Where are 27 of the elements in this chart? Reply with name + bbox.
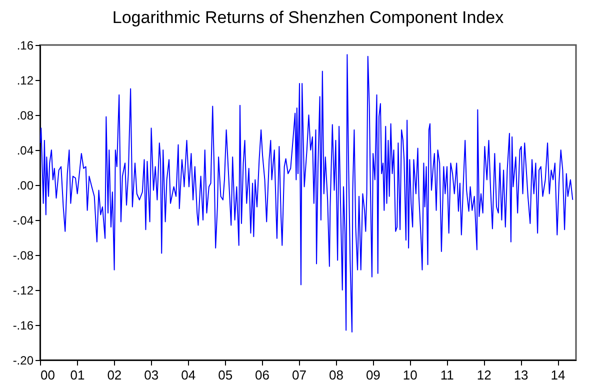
x-tick-label: 08	[328, 368, 344, 382]
x-tick-label: 04	[181, 368, 196, 382]
x-tick-label: 06	[255, 368, 270, 382]
y-tick-label: -.12	[12, 284, 34, 298]
x-tick-label: 05	[218, 368, 233, 382]
y-tick-label: .08	[16, 108, 34, 122]
y-tick-label: .12	[16, 74, 34, 88]
x-tick-label: 02	[107, 368, 122, 382]
x-tick-label: 11	[440, 368, 454, 382]
x-tick-label: 01	[70, 368, 85, 382]
y-tick-label: -.08	[12, 248, 34, 262]
line-series	[40, 54, 574, 332]
x-tick-label: 14	[550, 368, 566, 382]
x-tick-label: 10	[402, 368, 418, 382]
y-tick-label: -.16	[12, 318, 34, 332]
y-tick-label: .16	[16, 38, 34, 52]
x-tick-label: 03	[144, 368, 159, 382]
x-tick-label: 07	[292, 368, 306, 382]
x-tick-label: 13	[514, 368, 528, 382]
x-tick-label: 12	[476, 368, 492, 382]
x-tick-label: 09	[366, 368, 380, 382]
y-tick-label: -.20	[12, 354, 34, 368]
y-tick-label: -.04	[12, 214, 34, 228]
x-tick-label: 00	[40, 368, 55, 382]
chart-title: Logarithmic Returns of Shenzhen Component Index	[112, 8, 504, 27]
y-tick-label: .04	[16, 144, 34, 158]
y-tick-label: .00	[16, 178, 34, 192]
